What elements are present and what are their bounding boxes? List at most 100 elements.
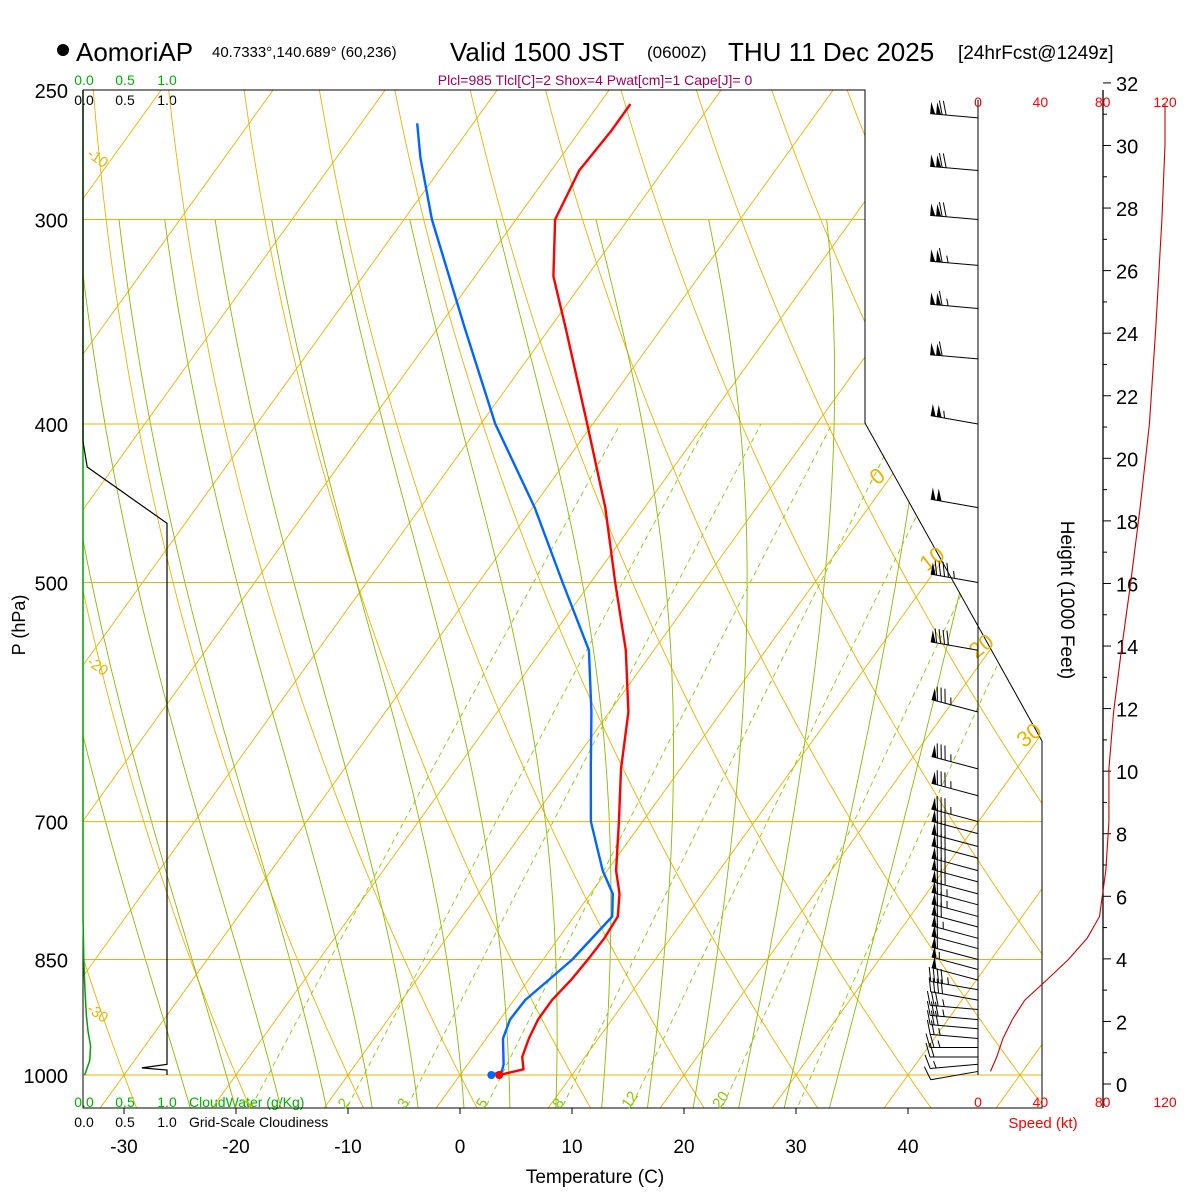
wind-barb-feather — [938, 100, 943, 115]
wind-barb-feather — [938, 629, 942, 644]
wind-barb-flag — [930, 403, 936, 417]
wind-barb-staff — [931, 699, 979, 713]
wind-barb-feather — [936, 978, 940, 994]
surface-temp-dot — [495, 1071, 504, 1079]
indices-line: Plcl=985 Tlcl[C]=2 Shox=4 Pwat[cm]=1 Cap… — [438, 72, 753, 88]
wind-barb-feather — [932, 967, 936, 983]
surface-dewpoint-dot — [487, 1071, 496, 1079]
mixing-ratio-label: 3 — [394, 1095, 413, 1112]
dry-adiabat-line — [1178, 0, 1200, 1130]
temp-tick-label: 30 — [785, 1137, 806, 1158]
wind-barb-flag — [930, 292, 936, 305]
wind-barb-staff — [931, 935, 979, 950]
dry-adiabat-line — [159, 90, 489, 1108]
cloud-profiles — [82, 90, 168, 1076]
speed-axis-label: Speed (kt) — [1008, 1115, 1077, 1132]
wind-barb-staff — [930, 354, 979, 360]
speed-tick-label-bottom: 120 — [1153, 1094, 1177, 1110]
height-tick-label: 24 — [1116, 324, 1138, 346]
wind-barb-staff — [930, 1024, 979, 1030]
wind-speed-line — [989, 104, 1166, 1072]
wind-barb — [926, 1019, 979, 1040]
wind-barb-flag — [931, 903, 937, 916]
top-black-scale-2: 1.0 — [157, 92, 177, 108]
pressure-tick-label: 400 — [35, 415, 68, 437]
wind-barb — [931, 956, 979, 981]
wind-barb-feather — [938, 290, 943, 306]
wind-barb-feather — [929, 1042, 935, 1058]
station-name: AomoriAP — [76, 37, 193, 67]
sounding-series — [416, 103, 632, 1079]
wind-barb-flag — [931, 744, 937, 758]
isotherm-edge-label: 0 — [865, 463, 890, 490]
wind-barb-feather — [934, 628, 938, 643]
wind-barb-staff — [930, 260, 979, 266]
isotherm-line — [756, 90, 1042, 1108]
wind-barb — [931, 808, 979, 835]
top-green-scale-1: 0.5 — [115, 72, 135, 88]
speed-tick-label-bottom: 40 — [1033, 1094, 1049, 1110]
moist-adiabat-line — [164, 219, 377, 1108]
moist-adiabat-line — [118, 219, 332, 1108]
mixing-ratio-line — [394, 423, 762, 1108]
wind-barb — [930, 560, 979, 583]
height-tick-label: 30 — [1116, 136, 1138, 158]
wind-barb-staff — [930, 303, 979, 309]
moist-adiabat-line — [778, 219, 939, 1108]
wind-barb-flag — [931, 945, 937, 959]
wind-barb-half-feather — [943, 410, 946, 419]
wind-barb-half-feather — [938, 1028, 941, 1036]
wind-barb-feather — [925, 1042, 931, 1058]
wind-barb-staff — [931, 946, 979, 961]
wind-barb-feather — [938, 202, 943, 217]
wind-barb-feather — [940, 979, 944, 994]
isotherm-line — [84, 90, 911, 1108]
wind-barb-feather — [946, 630, 949, 646]
wind-barb-staff — [931, 868, 979, 883]
wind-barb — [930, 152, 979, 172]
wind-barb — [931, 743, 979, 770]
dewpoint-line — [416, 123, 614, 1077]
dry-adiabat-line — [232, 90, 604, 1108]
wind-barb-feather — [925, 1033, 931, 1048]
bottom-green-scale-0: 0.0 — [74, 1094, 94, 1110]
height-tick-label: 18 — [1116, 512, 1138, 534]
wind-barb-flag — [931, 880, 937, 894]
mixing-ratio-label: 8 — [549, 1095, 568, 1112]
wind-barb — [930, 628, 979, 651]
wind-barb-flag — [936, 154, 942, 168]
height-tick-label: 2 — [1116, 1012, 1127, 1034]
wind-barb-feather — [930, 1001, 935, 1016]
wind-barb-feather — [928, 977, 932, 992]
temp-tick-label: -20 — [222, 1137, 249, 1158]
moist-adiabat-line — [823, 219, 1037, 1108]
mixing-ratio-label: 5 — [473, 1095, 492, 1112]
y-axis-label: P (hPa) — [9, 595, 29, 656]
wind-barb-flag — [931, 771, 937, 785]
wind-barb — [923, 1066, 979, 1081]
speed-tick-label-top: 120 — [1153, 94, 1177, 110]
speed-tick-label-top: 80 — [1095, 94, 1111, 110]
isotherm-line — [83, 90, 575, 1108]
isotherm-line — [1093, 0, 1200, 1130]
wind-barb-flag — [936, 203, 942, 217]
wind-barb — [925, 1033, 978, 1048]
wind-barb-staff — [931, 891, 979, 906]
mixing-ratio-line — [711, 423, 1042, 1108]
top-scales: 0.0 0.5 1.0 0.0 0.5 1.0 — [74, 72, 177, 108]
isotherm-edge-label: 20 — [964, 629, 999, 664]
wind-barb-flag — [931, 834, 937, 848]
wind-barb-half-feather — [947, 977, 949, 985]
wind-barb-flag — [930, 249, 936, 262]
wind-barb-feather — [942, 100, 947, 116]
wind-barb-feather — [938, 341, 943, 356]
wind-barb-feather — [926, 990, 931, 1006]
wind-barb-feather — [934, 1010, 939, 1026]
wind-barb-flag — [930, 154, 936, 167]
wind-barb-staff — [931, 782, 979, 797]
dry-adiabat-line — [83, 90, 146, 1108]
wind-barb-feather — [926, 1001, 931, 1016]
wind-barb-feather — [932, 977, 936, 993]
wind-barb — [931, 796, 979, 823]
station-coords: 40.7333°,140.689° (60,236) — [212, 44, 397, 61]
